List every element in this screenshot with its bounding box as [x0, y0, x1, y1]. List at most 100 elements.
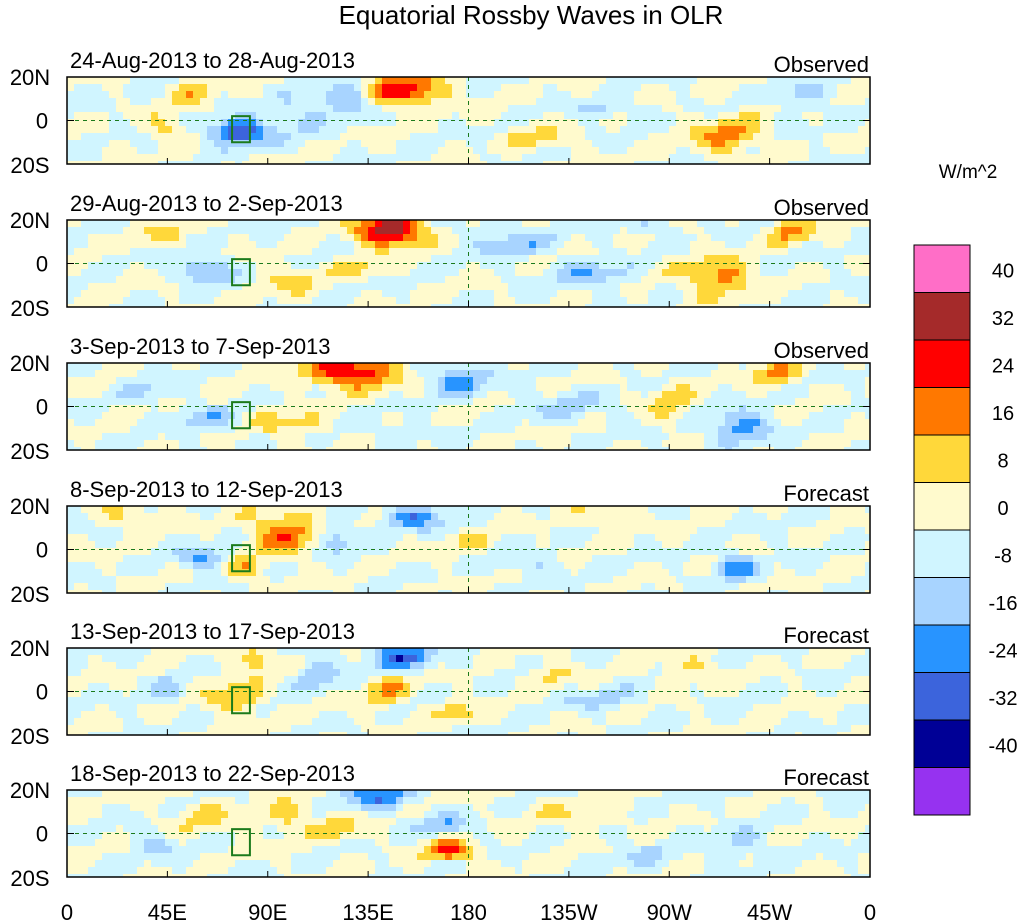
field-cell: [102, 447, 110, 450]
field-cell: [844, 304, 852, 307]
field-cell: [501, 513, 509, 521]
field-cell: [606, 283, 614, 291]
field-cell: [627, 398, 635, 406]
field-cell: [655, 412, 663, 420]
field-cell: [130, 84, 138, 92]
field-cell: [424, 290, 432, 298]
field-cell: [109, 147, 117, 155]
field-cell: [508, 84, 516, 92]
field-cell: [284, 154, 292, 162]
field-cell: [375, 297, 383, 305]
field-cell: [627, 105, 635, 113]
field-cell: [830, 276, 838, 284]
field-cell: [662, 140, 670, 148]
field-cell: [487, 283, 495, 291]
field-cell: [305, 377, 313, 385]
field-cell: [382, 133, 390, 141]
field-cell: [599, 297, 607, 305]
field-cell: [67, 84, 75, 92]
field-cell: [746, 126, 754, 134]
field-cell: [452, 384, 460, 392]
field-cell: [676, 105, 684, 113]
field-cell: [851, 241, 859, 249]
field-cell: [774, 405, 782, 413]
field-cell: [270, 433, 278, 441]
field-cell: [116, 84, 124, 92]
field-cell: [550, 527, 558, 535]
field-cell: [389, 241, 397, 249]
field-cell: [459, 227, 467, 235]
field-cell: [452, 77, 460, 85]
field-cell: [536, 283, 544, 291]
field-cell: [319, 520, 327, 528]
field-cell: [795, 84, 803, 92]
field-cell: [228, 391, 236, 399]
field-cell: [137, 241, 145, 249]
field-cell: [347, 126, 355, 134]
field-cell: [522, 248, 530, 256]
field-cell: [284, 262, 292, 270]
field-cell: [466, 384, 474, 392]
field-cell: [123, 398, 131, 406]
field-cell: [844, 433, 852, 441]
field-cell: [228, 248, 236, 256]
field-cell: [312, 98, 320, 106]
field-cell: [816, 105, 824, 113]
field-cell: [648, 513, 656, 521]
field-cell: [291, 283, 299, 291]
field-cell: [585, 119, 593, 127]
field-cell: [851, 419, 859, 427]
field-cell: [130, 154, 138, 162]
field-cell: [683, 506, 691, 514]
field-cell: [487, 412, 495, 420]
field-cell: [144, 398, 152, 406]
field-cell: [704, 405, 712, 413]
field-cell: [536, 91, 544, 99]
field-cell: [424, 269, 432, 277]
field-cell: [298, 391, 306, 399]
field-cell: [508, 227, 516, 235]
field-cell: [102, 276, 110, 284]
field-cell: [291, 147, 299, 155]
field-cell: [179, 419, 187, 427]
field-cell: [326, 433, 334, 441]
field-cell: [746, 283, 754, 291]
field-cell: [578, 241, 586, 249]
field-cell: [445, 91, 453, 99]
field-cell: [452, 119, 460, 127]
field-cell: [403, 419, 411, 427]
field-cell: [781, 384, 789, 392]
field-cell: [739, 262, 747, 270]
field-cell: [655, 398, 663, 406]
field-cell: [396, 440, 404, 448]
field-cell: [151, 520, 159, 528]
field-cell: [711, 147, 719, 155]
field-cell: [830, 384, 838, 392]
field-cell: [487, 91, 495, 99]
field-cell: [641, 520, 649, 528]
field-cell: [424, 262, 432, 270]
field-cell: [333, 370, 341, 378]
field-cell: [844, 91, 852, 99]
field-cell: [634, 133, 642, 141]
field-cell: [837, 433, 845, 441]
field-cell: [676, 133, 684, 141]
field-cell: [550, 147, 558, 155]
field-cell: [627, 98, 635, 106]
field-cell: [802, 391, 810, 399]
field-cell: [529, 119, 537, 127]
field-cell: [333, 220, 341, 228]
field-cell: [305, 84, 313, 92]
field-cell: [130, 513, 138, 521]
field-cell: [746, 133, 754, 141]
field-cell: [270, 234, 278, 242]
field-cell: [193, 77, 201, 85]
field-cell: [452, 276, 460, 284]
field-cell: [312, 77, 320, 85]
field-cell: [319, 398, 327, 406]
field-cell: [543, 77, 551, 85]
field-cell: [802, 147, 810, 155]
field-cell: [697, 290, 705, 298]
field-cell: [536, 447, 544, 450]
field-cell: [438, 126, 446, 134]
